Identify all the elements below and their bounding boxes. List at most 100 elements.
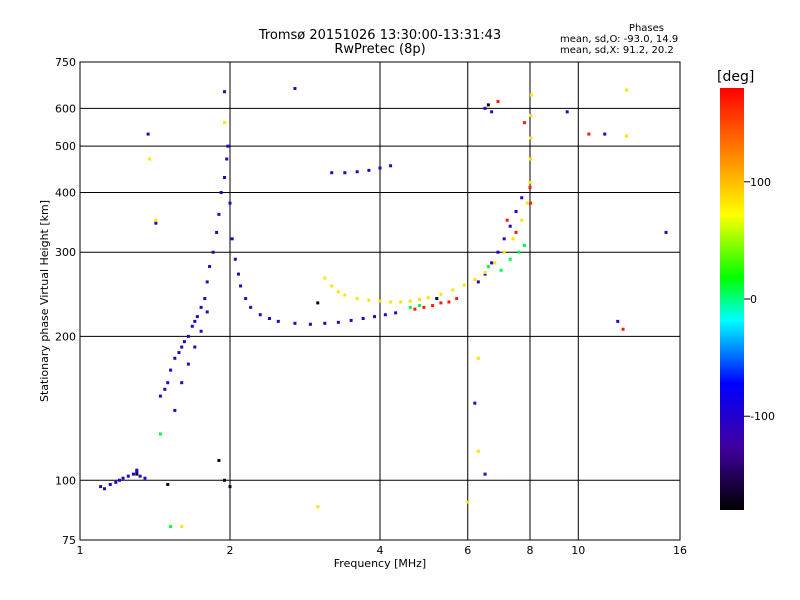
data-point (493, 261, 497, 265)
data-point (244, 297, 248, 301)
colorbar (720, 88, 744, 510)
data-point (211, 250, 215, 254)
x-axis-ticks: 1 2 4 6 8 10 16 (77, 544, 688, 557)
x-axis-label: Frequency [MHz] (334, 557, 426, 570)
data-point (190, 324, 194, 328)
x-tick-label: 4 (377, 544, 384, 557)
data-point (330, 284, 334, 288)
data-point (169, 525, 173, 529)
data-point (486, 265, 490, 269)
data-point (205, 310, 209, 314)
data-point (587, 132, 591, 136)
data-point (529, 201, 533, 205)
data-point (517, 250, 521, 254)
data-point (417, 297, 421, 301)
data-point (408, 299, 412, 303)
y-tick-label: 500 (55, 140, 76, 153)
x-tick-label: 6 (464, 544, 471, 557)
data-point (114, 480, 118, 484)
colorbar-unit: [deg] (717, 69, 755, 85)
data-point (126, 474, 130, 478)
data-point (135, 468, 139, 472)
colorbar-ticks: 100 0 -100 (744, 176, 775, 423)
y-tick-label: 600 (55, 102, 76, 115)
data-point (166, 482, 170, 486)
data-point (182, 340, 186, 344)
data-point (520, 218, 524, 222)
data-point (203, 297, 207, 301)
data-point (163, 387, 167, 391)
data-point (343, 171, 347, 175)
y-tick-label: 75 (62, 534, 76, 547)
data-point (603, 132, 607, 136)
data-point (230, 237, 234, 241)
data-point (447, 300, 451, 304)
data-point (154, 218, 158, 222)
data-point (180, 525, 184, 529)
data-point (496, 100, 500, 104)
plot-frame (79, 61, 681, 541)
data-point (135, 470, 139, 474)
data-point (158, 432, 162, 436)
data-point (514, 230, 518, 234)
data-point (508, 257, 512, 261)
data-point (180, 345, 184, 349)
data-point (486, 103, 490, 107)
data-point (217, 458, 221, 462)
data-point (378, 166, 382, 170)
data-point (625, 88, 629, 92)
data-point (483, 472, 487, 476)
data-point (496, 250, 500, 254)
data-point (435, 297, 439, 301)
data-point (199, 329, 203, 333)
data-point (225, 157, 229, 161)
phase-box-x-line: mean, sd,X: 91.2, 20.2 (560, 45, 674, 56)
data-point (217, 212, 221, 216)
x-tick-label: 8 (527, 544, 534, 557)
x-tick-label: 2 (227, 544, 234, 557)
data-point (514, 210, 518, 214)
data-point (520, 196, 524, 200)
data-point (173, 408, 177, 412)
data-point (135, 472, 139, 476)
y-axis-label: Stationary phase Virtual Height [km] (38, 200, 51, 402)
data-point (529, 93, 533, 97)
data-point (239, 284, 243, 288)
data-point (483, 271, 487, 275)
data-point (186, 334, 190, 338)
data-point (146, 132, 150, 136)
data-point (383, 313, 387, 317)
data-point (236, 272, 240, 276)
data-point (143, 476, 147, 480)
data-point (148, 157, 152, 161)
data-points (99, 87, 668, 529)
data-point (523, 243, 527, 247)
data-point (228, 201, 232, 205)
data-point (508, 224, 512, 228)
data-point (529, 157, 533, 161)
data-point (336, 320, 340, 324)
data-point (343, 293, 347, 297)
data-point (439, 301, 443, 305)
data-point (378, 299, 382, 303)
data-point (451, 288, 455, 292)
data-point (166, 381, 170, 385)
data-point (373, 315, 377, 319)
data-point (205, 280, 209, 284)
data-point (528, 185, 532, 189)
data-point (154, 221, 158, 225)
data-point (511, 237, 515, 241)
grid-lines (80, 62, 680, 540)
data-point (103, 487, 107, 491)
data-point (426, 296, 430, 300)
data-point (180, 381, 184, 385)
data-point (413, 307, 417, 311)
y-tick-label: 400 (55, 186, 76, 199)
data-point (215, 230, 219, 234)
data-point (408, 305, 412, 309)
y-tick-label: 100 (55, 474, 76, 487)
data-point (394, 311, 398, 315)
data-point (621, 327, 625, 331)
data-point (316, 505, 320, 509)
